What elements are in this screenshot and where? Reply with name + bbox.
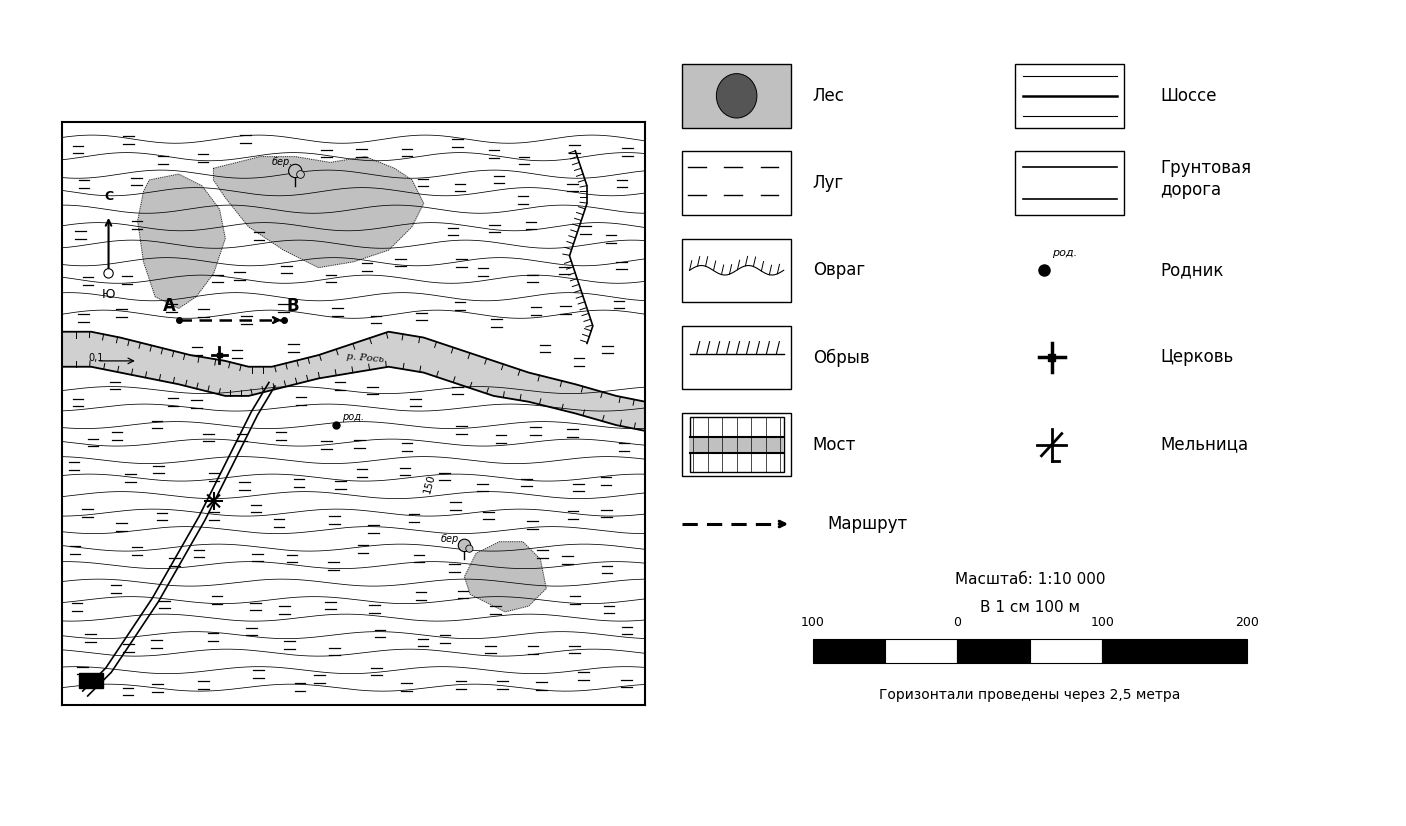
Text: р. Рось: р. Рось	[346, 352, 384, 364]
Text: В 1 см 100 м: В 1 см 100 м	[980, 600, 1080, 615]
Text: Масштаб: 1:10 000: Масштаб: 1:10 000	[955, 572, 1105, 587]
Text: С: С	[104, 190, 112, 203]
Text: Мост: Мост	[813, 436, 856, 453]
Circle shape	[104, 268, 114, 278]
Text: Шоссе: Шоссе	[1160, 87, 1216, 105]
Polygon shape	[62, 332, 645, 431]
Text: В: В	[285, 297, 298, 316]
Text: 100: 100	[1091, 615, 1114, 629]
Bar	[217, 353, 222, 358]
Circle shape	[465, 545, 472, 553]
Circle shape	[297, 171, 304, 178]
Text: Овраг: Овраг	[813, 261, 865, 279]
Circle shape	[717, 74, 756, 118]
Bar	[682, 413, 792, 477]
Bar	[1047, 354, 1056, 362]
Polygon shape	[138, 174, 225, 308]
Text: 100: 100	[801, 615, 824, 629]
Text: бер.: бер.	[271, 158, 294, 168]
Bar	[682, 151, 792, 215]
Bar	[689, 417, 783, 472]
Text: Обрыв: Обрыв	[813, 349, 869, 367]
Text: 0,1: 0,1	[89, 353, 104, 363]
Bar	[1175, 639, 1247, 662]
Bar	[957, 639, 1031, 662]
Bar	[813, 639, 886, 662]
Text: 0: 0	[953, 615, 962, 629]
Text: бер.: бер.	[441, 534, 463, 544]
Text: А: А	[163, 297, 176, 316]
Text: Церковь: Церковь	[1160, 349, 1233, 367]
Bar	[1015, 151, 1123, 215]
Polygon shape	[464, 542, 546, 612]
Text: Луг: Луг	[813, 174, 844, 192]
Bar	[79, 673, 103, 688]
Text: род.: род.	[1052, 249, 1077, 259]
Text: Маршрут: Маршрут	[827, 515, 907, 533]
Circle shape	[288, 164, 302, 178]
Text: 150: 150	[422, 472, 437, 494]
Bar	[886, 639, 957, 662]
Bar	[689, 437, 783, 453]
Text: Ю: Ю	[101, 288, 115, 301]
Text: Родник: Родник	[1160, 261, 1223, 279]
Text: Мельница: Мельница	[1160, 436, 1249, 453]
Bar	[1015, 64, 1123, 127]
Circle shape	[458, 539, 471, 552]
Text: род.: род.	[342, 412, 364, 422]
Bar	[682, 239, 792, 302]
Text: Грунтовая
дорога: Грунтовая дорога	[1160, 159, 1251, 199]
Bar	[1029, 639, 1102, 662]
Text: Горизонтали проведены через 2,5 метра: Горизонтали проведены через 2,5 метра	[879, 687, 1181, 701]
Polygon shape	[214, 157, 423, 268]
Bar	[682, 325, 792, 389]
Text: 200: 200	[1236, 615, 1258, 629]
Bar	[1102, 639, 1175, 662]
Bar	[682, 64, 792, 127]
Text: Лес: Лес	[813, 87, 845, 105]
